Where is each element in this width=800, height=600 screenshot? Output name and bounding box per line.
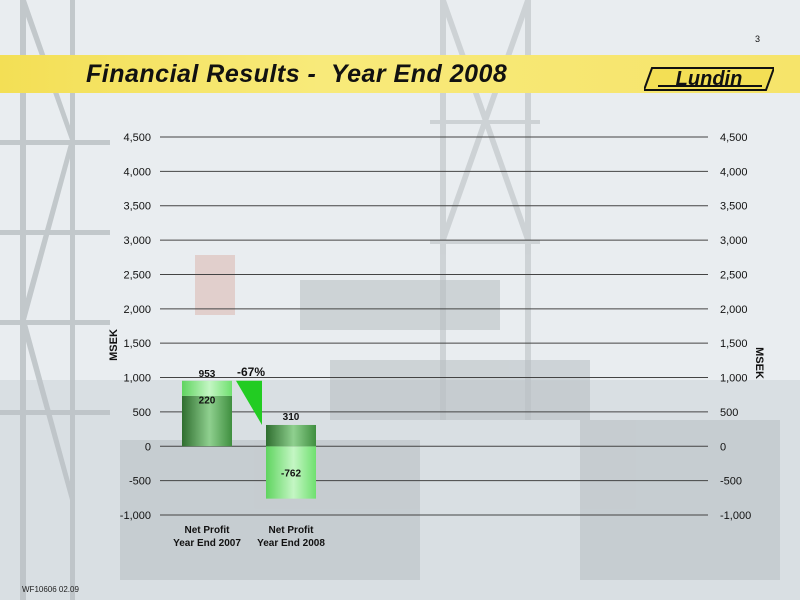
bar-2008-total-label: 310 xyxy=(283,412,300,423)
bar-2007-total-label: 953 xyxy=(199,369,216,380)
bar-2008-negative xyxy=(266,446,316,499)
footer-code: WF10606 02.09 xyxy=(22,585,79,594)
y-tick-label-right: 2,000 xyxy=(720,304,748,316)
y-axis-title-left: MSEK xyxy=(108,329,120,361)
y-tick-label-left: 2,500 xyxy=(123,269,151,281)
y-tick-label-left: 1,000 xyxy=(123,373,151,385)
bar-2008-positive xyxy=(266,424,316,447)
change-connector xyxy=(236,380,262,425)
y-tick-label-left: -500 xyxy=(129,476,151,488)
y-tick-label-left: 1,500 xyxy=(123,338,151,350)
y-tick-label-right: 1,500 xyxy=(720,338,748,350)
y-tick-label-left: 2,000 xyxy=(123,304,151,316)
y-tick-label-right: 1,000 xyxy=(720,373,748,385)
y-tick-label-left: 500 xyxy=(133,407,151,419)
category-label: Net Profit xyxy=(269,525,315,536)
y-tick-label-left: 4,500 xyxy=(123,132,151,144)
y-tick-label-right: 2,500 xyxy=(720,269,748,281)
y-tick-label-left: 0 xyxy=(145,441,151,453)
y-tick-label-right: 0 xyxy=(720,441,726,453)
y-tick-label-left: 3,500 xyxy=(123,201,151,213)
category-label: Year End 2008 xyxy=(257,538,325,549)
logo-text: Lundin xyxy=(675,68,743,90)
page-title: Financial Results - Year End 2008 xyxy=(86,60,508,88)
y-tick-label-left: 4,000 xyxy=(123,166,151,178)
y-tick-label-right: -1,000 xyxy=(720,510,751,522)
logo-frame xyxy=(642,67,776,91)
y-tick-label-right: 3,500 xyxy=(720,201,748,213)
lundin-logo: Lundin xyxy=(642,66,776,92)
y-tick-label-left: -1,000 xyxy=(120,510,151,522)
category-label: Year End 2007 xyxy=(173,538,241,549)
y-tick-label-right: -500 xyxy=(720,476,742,488)
bar-2007-segment-label: 220 xyxy=(199,395,216,406)
y-tick-label-right: 4,500 xyxy=(720,132,748,144)
y-tick-label-left: 3,000 xyxy=(123,235,151,247)
bar-2007-top-segment xyxy=(182,380,232,396)
bar-2008-segment-label: -762 xyxy=(281,468,301,479)
page-number: 3 xyxy=(755,34,761,44)
y-tick-label-right: 500 xyxy=(720,407,738,419)
y-tick-label-right: 3,000 xyxy=(720,235,748,247)
bar-2007-base xyxy=(182,395,232,447)
change-label: -67% xyxy=(237,365,265,379)
y-tick-label-right: 4,000 xyxy=(720,166,748,178)
y-axis-title-right: MSEK xyxy=(753,347,765,379)
category-label: Net Profit xyxy=(185,525,231,536)
